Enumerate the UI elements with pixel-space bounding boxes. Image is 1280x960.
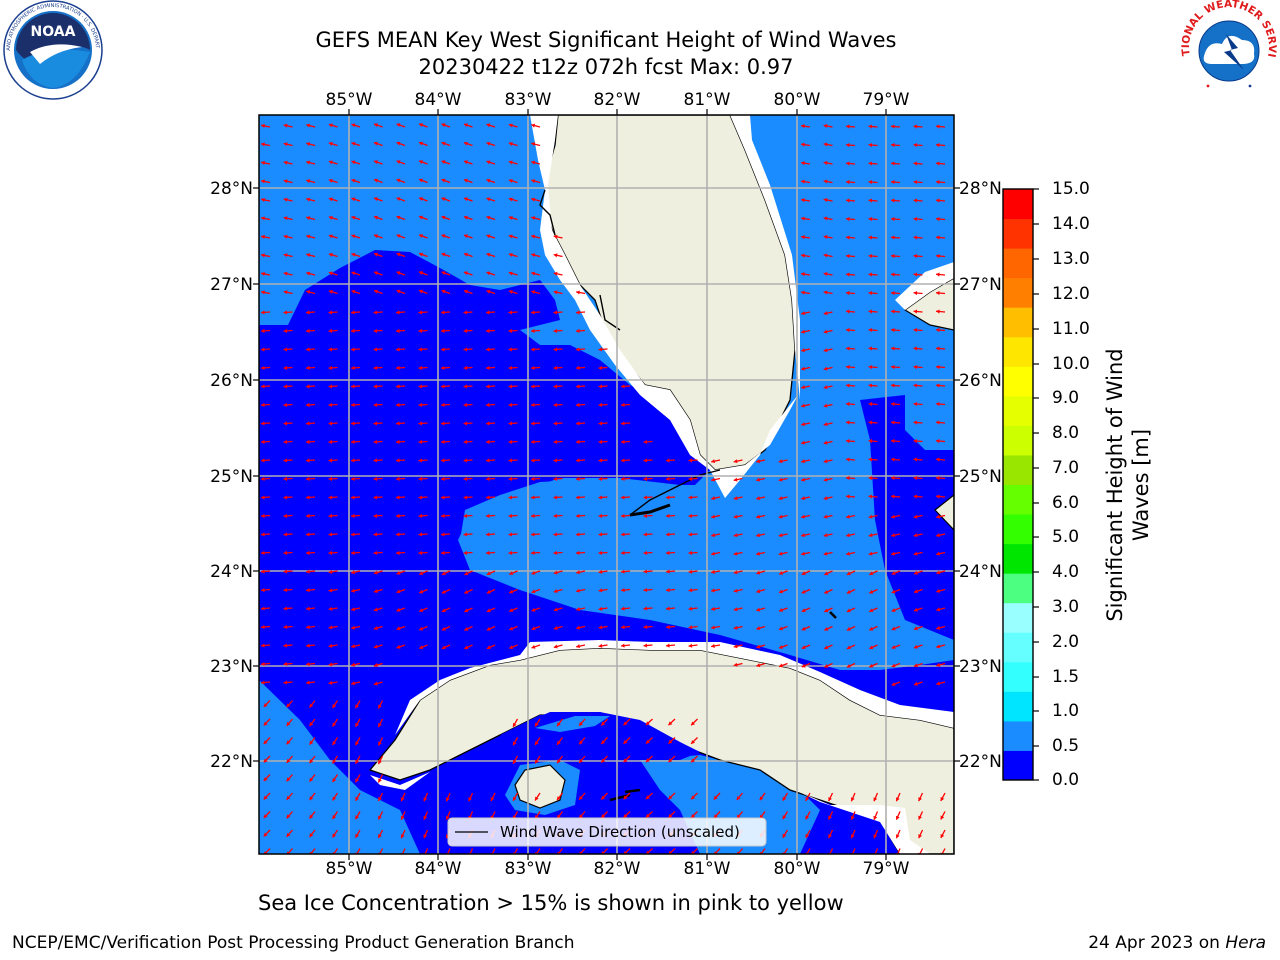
map-ticks [253,109,960,860]
lat-label-right: 27°N [959,275,1002,295]
lon-label-top: 84°W [415,90,462,110]
colorbar-segment [1003,277,1033,308]
colorbar-tick-label: 14.0 [1052,214,1090,234]
colorbar-tick-label: 12.0 [1052,284,1090,304]
lat-label-right: 23°N [959,657,1002,677]
colorbar-segment [1003,720,1033,751]
lat-label-right: 26°N [959,371,1002,391]
lon-label-bottom: 84°W [415,859,462,879]
lat-label-right: 28°N [959,179,1002,199]
colorbar-tick-label: 13.0 [1052,249,1090,269]
lon-label-top: 83°W [505,90,552,110]
lon-label-bottom: 80°W [774,859,821,879]
lon-label-bottom: 85°W [326,859,373,879]
lon-labels-bottom: 85°W 84°W 83°W 82°W 81°W 80°W 79°W [326,859,910,879]
colorbar-segment [1003,366,1033,397]
noaa-logo-icon: NOAA NATIONAL OCEANIC AND ATMOSPHERIC AD… [2,0,103,100]
chart-subtitle: 20230422 t12z 072h fcst Max: 0.97 [418,55,794,79]
lat-label-left: 26°N [210,371,253,391]
machine-name: Hera [1225,933,1266,953]
florida-keys [629,503,671,517]
lon-label-top: 82°W [594,90,641,110]
colorbar-segment [1003,691,1033,722]
colorbar-tick-label: 0.5 [1052,736,1080,756]
lon-label-bottom: 83°W [505,859,552,879]
lon-label-bottom: 79°W [863,859,910,879]
lat-label-left: 25°N [210,467,253,487]
lon-label-bottom: 81°W [684,859,731,879]
cuba-inner-light [535,716,610,732]
lat-labels-left: 28°N 27°N 26°N 25°N 24°N 23°N 22°N [210,179,253,772]
cuba-blank-area [370,640,954,854]
colorbar-label: Significant Height of Wind Waves [m] [1102,305,1154,665]
colorbar-label-line1: Significant Height of Wind [1103,348,1127,622]
colorbar-segment [1003,750,1033,781]
colorbar-segment [1003,248,1033,279]
lat-label-left: 22°N [210,752,253,772]
lon-label-top: 80°W [774,90,821,110]
wind-wave-arrows [260,123,946,854]
chart-title: GEFS MEAN Key West Significant Height of… [315,28,897,52]
colorbar-segment [1003,661,1033,692]
lon-label-top: 81°W [684,90,731,110]
national-weather-service-logo-icon: NATIONAL WEATHER SERVICE [1178,0,1278,97]
colorbar [1002,188,1039,781]
map-legend: Wind Wave Direction (unscaled) [447,817,767,847]
legend-label: Wind Wave Direction (unscaled) [500,823,740,841]
colorbar-tick-label: 9.0 [1052,388,1080,408]
lat-label-left: 27°N [210,275,253,295]
colorbar-segment [1003,632,1033,663]
colorbar-tick-label: 8.0 [1052,423,1080,443]
colorbar-segment [1003,514,1033,545]
lat-label-left: 23°N [210,657,253,677]
lat-label-left: 28°N [210,179,253,199]
sea-ice-note: Sea Ice Concentration > 15% is shown in … [258,891,844,915]
colorbar-tick-label: 3.0 [1052,597,1080,617]
coastal-blank-area [530,115,800,498]
colorbar-tick-label: 2.0 [1052,632,1080,652]
lat-label-right: 22°N [959,752,1002,772]
colorbar-tick-label: 1.0 [1052,701,1080,721]
date-text: 24 Apr 2023 on Hera [1088,933,1266,953]
colorbar-tick-label: 7.0 [1052,458,1080,478]
date-value: 24 Apr 2023 on [1088,933,1220,953]
colorbar-segment [1003,454,1033,485]
lon-labels-top: 85°W 84°W 83°W 82°W 81°W 80°W 79°W [326,90,910,110]
lat-label-left: 24°N [210,562,253,582]
colorbar-segment [1003,543,1033,574]
credit-text: NCEP/EMC/Verification Post Processing Pr… [12,933,575,953]
colorbar-label-line2: Waves [m] [1129,428,1153,542]
colorbar-tick-label: 4.0 [1052,562,1080,582]
lon-label-top: 79°W [863,90,910,110]
colorbar-segment [1003,602,1033,633]
lat-label-right: 25°N [959,467,1002,487]
colorbar-segment [1003,425,1033,456]
lon-label-top: 85°W [326,90,373,110]
colorbar-segment [1003,484,1033,515]
colorbar-tick-label: 0.0 [1052,770,1080,790]
colorbar-tick-label: 11.0 [1052,319,1090,339]
colorbar-tick-label: 15.0 [1052,179,1090,199]
colorbar-segment [1003,189,1033,220]
lon-label-bottom: 82°W [594,859,641,879]
colorbar-segment [1003,395,1033,426]
colorbar-tick-label: 10.0 [1052,354,1090,374]
colorbar-segment [1003,218,1033,249]
lat-labels-right: 28°N 27°N 26°N 25°N 24°N 23°N 22°N [959,179,1002,772]
colorbar-segment [1003,573,1033,604]
colorbar-tick-label: 6.0 [1052,493,1080,513]
noaa-logo-text: NOAA [31,24,76,40]
colorbar-segment [1003,336,1033,367]
bahamas-land-south [934,494,954,531]
colorbar-tick-label: 5.0 [1052,527,1080,547]
colorbar-segment [1003,307,1033,338]
lat-label-right: 24°N [959,562,1002,582]
colorbar-tick-label: 1.5 [1052,667,1080,687]
map-frame [258,114,955,855]
